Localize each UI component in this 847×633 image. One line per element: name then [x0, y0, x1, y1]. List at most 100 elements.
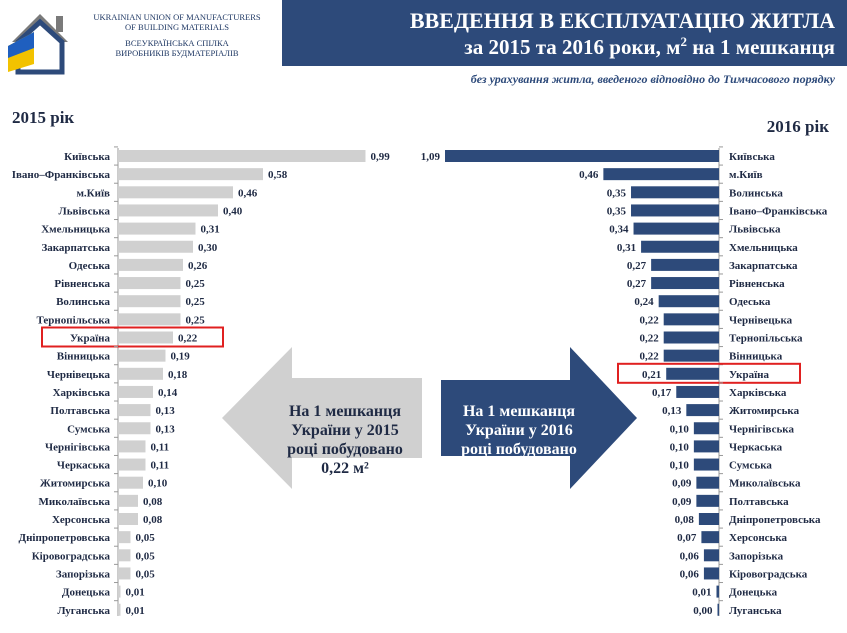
value-label-2016: 0,34: [609, 224, 629, 236]
category-label-2015: Івано–Франківська: [12, 169, 111, 181]
value-label-2015: 0,14: [158, 387, 178, 399]
value-label-2015: 0,05: [136, 550, 156, 562]
value-label-2015: 0,01: [126, 587, 145, 599]
category-label-2016: Запорізька: [729, 550, 784, 562]
arrow-left-line-4: 0,22 м²: [321, 460, 369, 477]
value-label-2016: 0,27: [627, 278, 647, 290]
arrow-right-line-1: На 1 мешканця: [462, 403, 576, 420]
bar-2015: [118, 603, 121, 616]
bar-2016: [716, 585, 719, 598]
category-label-2016: Полтавська: [729, 496, 789, 508]
category-label-2016: Україна: [729, 369, 770, 381]
title-suffix: на 1 мешканця: [686, 35, 835, 59]
bar-2015: [118, 222, 196, 235]
bar-2016: [631, 186, 719, 199]
chart-title-2015: 2015 рік: [12, 108, 75, 127]
bar-2015: [118, 531, 131, 544]
value-label-2015: 0,26: [188, 260, 208, 272]
subtitle: без урахування житла, введеного відповід…: [470, 72, 835, 86]
value-label-2015: 0,11: [151, 441, 170, 453]
value-label-2016: 0,09: [672, 478, 692, 490]
bar-2016: [663, 313, 719, 326]
bar-2016: [693, 458, 719, 471]
title-prefix: за 2015 та 2016 роки, м: [464, 35, 681, 59]
category-label-2015: Харківська: [53, 387, 111, 399]
bar-2016: [703, 567, 719, 580]
category-label-2015: Рівненська: [54, 278, 110, 290]
category-label-2015: Донецька: [62, 587, 111, 599]
page-title: ВВЕДЕННЯ В ЕКСПЛУАТАЦІЮ ЖИТЛА: [409, 8, 835, 33]
category-label-2016: Закарпатська: [729, 260, 798, 272]
arrow-left-shape: [222, 347, 422, 489]
bar-2015: [118, 440, 146, 453]
value-label-2015: 0,25: [186, 296, 206, 308]
bar-2015: [118, 186, 233, 199]
category-label-2015: Полтавська: [50, 405, 110, 417]
category-label-2015: Запорізька: [56, 568, 111, 580]
category-label-2015: Луганська: [57, 605, 110, 617]
value-label-2015: 0,22: [178, 333, 198, 345]
value-label-2016: 0,46: [579, 169, 599, 181]
bar-2016: [651, 277, 719, 290]
value-label-2016: 0,31: [617, 242, 636, 254]
category-label-2016: Івано–Франківська: [729, 205, 828, 217]
bar-2015: [118, 567, 131, 580]
highlight-box-2015: [41, 326, 224, 348]
bar-2016: [631, 204, 719, 217]
category-label-2015: Закарпатська: [41, 242, 110, 254]
bar-2016: [696, 476, 719, 489]
category-label-2016: Харківська: [729, 387, 787, 399]
value-label-2016: 0,22: [639, 351, 659, 363]
bar-2015: [118, 150, 366, 162]
category-label-2016: Одеська: [729, 296, 771, 308]
bar-2015: [118, 494, 138, 507]
bar-2015: [118, 585, 121, 598]
value-label-2016: 0,08: [675, 514, 695, 526]
value-label-2016: 0,22: [639, 333, 659, 345]
value-label-2016: 0,24: [634, 296, 654, 308]
arrow-left-line-1: На 1 мешканця: [288, 403, 402, 420]
bar-2015: [118, 277, 181, 290]
category-label-2016: Житомирська: [729, 405, 800, 417]
category-label-2015: Чернігівська: [45, 441, 110, 453]
value-label-2015: 0,25: [186, 278, 206, 290]
category-label-2015: Київська: [64, 151, 110, 163]
logo-line-3: ВСЕУКРАЇНСЬКА СПІЛКА: [125, 38, 229, 48]
value-label-2016: 0,10: [670, 460, 690, 472]
bar-2016: [641, 240, 719, 253]
category-label-2016: Кіровоградська: [729, 568, 808, 580]
category-label-2016: Чернігівська: [729, 423, 794, 435]
arrow-left-line-2: України у 2015: [291, 422, 399, 439]
category-label-2015: Сумська: [67, 423, 110, 435]
category-label-2015: Миколаївська: [39, 496, 111, 508]
value-label-2016: 0,06: [680, 550, 700, 562]
category-label-2015: Кіровоградська: [32, 550, 111, 562]
chart-title-2016: 2016 рік: [766, 117, 829, 136]
logo-line-1: UKRAINIAN UNION OF MANUFACTURERS: [93, 12, 261, 22]
value-label-2016: 0,35: [607, 205, 627, 217]
value-label-2016: 0,01: [692, 587, 711, 599]
arrow-right-line-3: році побудовано: [461, 441, 577, 458]
category-label-2015: Львівська: [59, 205, 111, 217]
value-label-2016: 0,21: [642, 369, 661, 381]
page-title-line-2: за 2015 та 2016 роки, м2 на 1 мешканця: [464, 34, 835, 60]
category-label-2016: Хмельницька: [729, 242, 798, 254]
bar-2016: [693, 422, 719, 435]
value-label-2015: 0,08: [143, 514, 163, 526]
logo: UKRAINIAN UNION OF MANUFACTURERS OF BUIL…: [0, 0, 282, 76]
category-label-2016: Волинська: [729, 187, 783, 199]
category-label-2015: Житомирська: [40, 478, 111, 490]
value-label-2015: 0,05: [136, 568, 156, 580]
value-label-2016: 0,07: [677, 532, 697, 544]
category-label-2015: Дніпропетровська: [19, 532, 111, 544]
value-label-2015: 0,13: [156, 405, 176, 417]
category-label-2015: Україна: [70, 333, 111, 345]
category-label-2016: Миколаївська: [729, 478, 801, 490]
bar-2016: [663, 349, 719, 362]
bar-2015: [118, 331, 173, 344]
logo-line-4: ВИРОБНИКІВ БУДМАТЕРІАЛІВ: [115, 48, 239, 58]
value-label-2016: 0,35: [607, 187, 627, 199]
bar-2015: [118, 476, 143, 489]
arrow-left-line-3: році побудовано: [287, 441, 403, 458]
